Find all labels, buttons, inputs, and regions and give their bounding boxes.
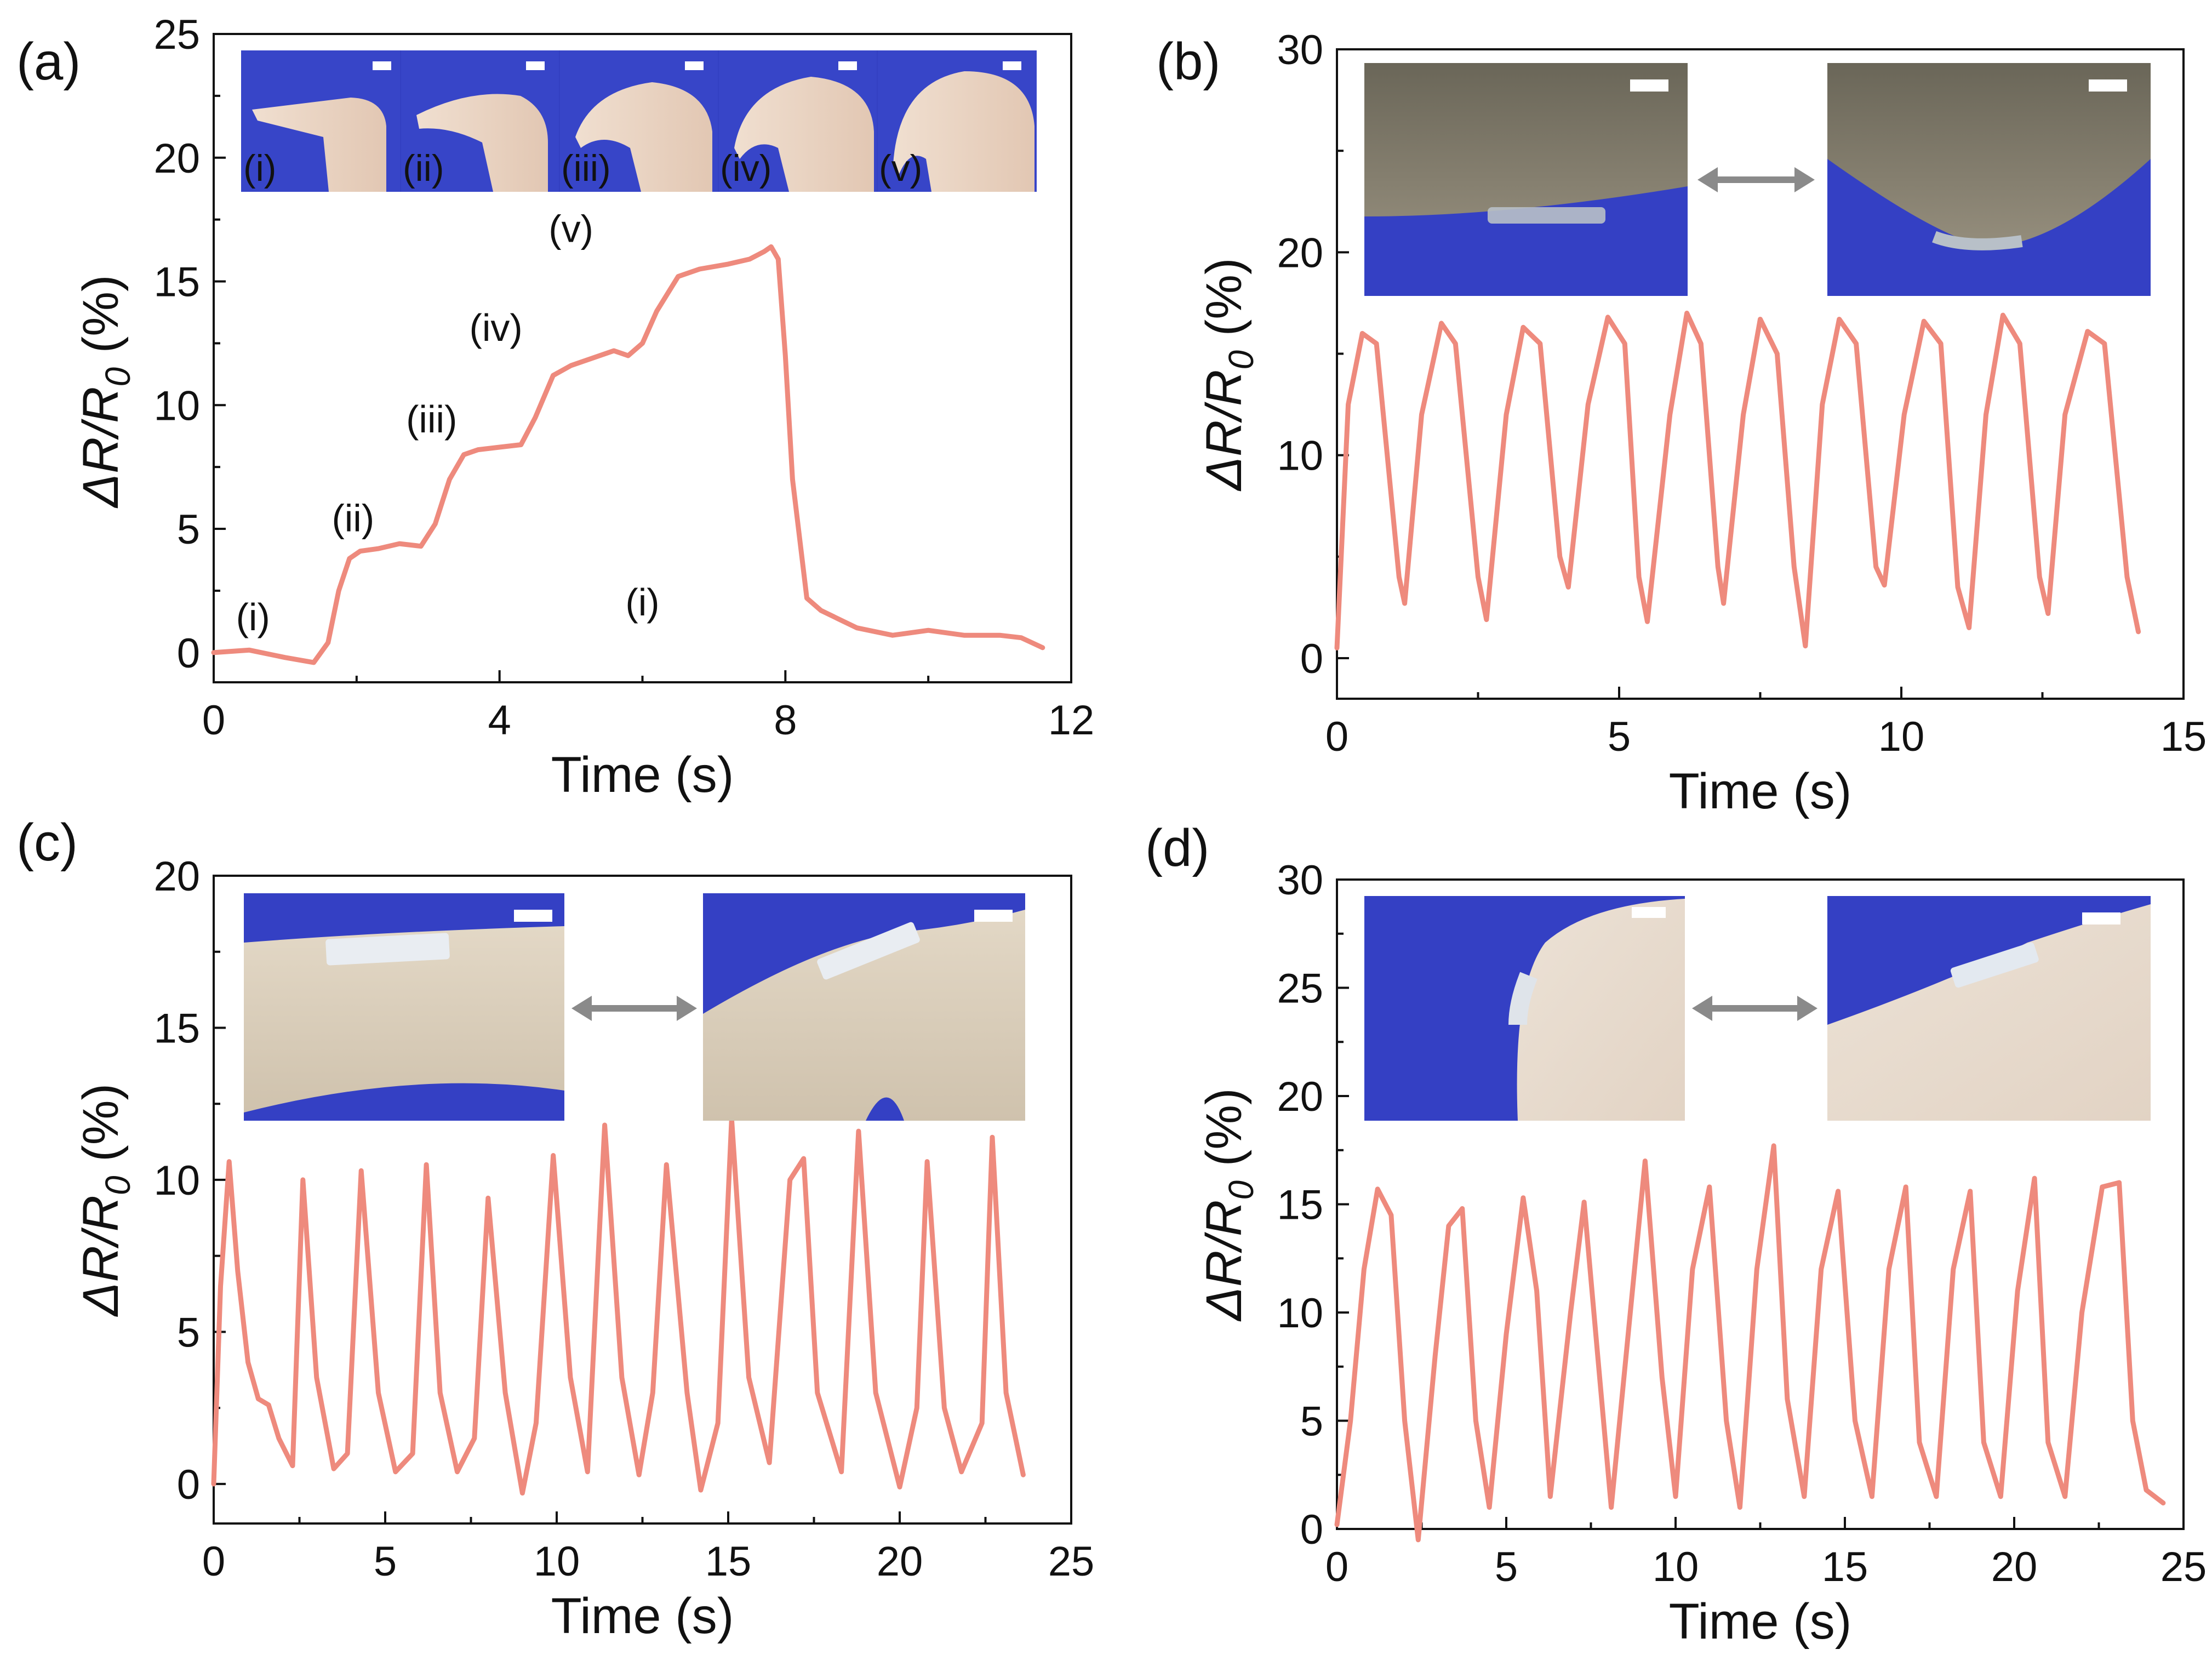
photo-label: (i): [243, 147, 276, 189]
y-tick-label: 5: [177, 1309, 200, 1356]
panel-label: (b): [1156, 32, 1220, 91]
x-axis-label: Time (s): [551, 747, 734, 803]
x-tick-label: 5: [1495, 1544, 1518, 1590]
series-line: [1334, 1143, 2166, 1543]
panel-label: (a): [16, 32, 81, 91]
annotation-label: (iv): [470, 306, 523, 349]
y-axis-label: ΔR/R0 (%): [73, 275, 138, 508]
shoulder-photo-down: [1364, 896, 1685, 1121]
elbow-photo-bent: [703, 893, 1025, 1121]
y-tick-label: 30: [1277, 27, 1323, 73]
x-tick-label: 10: [1653, 1544, 1699, 1590]
annotation-label: (v): [548, 207, 593, 250]
photo-frame: (i): [241, 50, 400, 192]
annotation-label: (ii): [331, 497, 374, 540]
panel-label: (d): [1145, 819, 1209, 877]
double-arrow-icon: [571, 996, 697, 1021]
annotation-label: (iii): [406, 398, 457, 441]
y-tick-label: 10: [1277, 1290, 1323, 1337]
x-tick-label: 5: [1608, 714, 1631, 760]
panel-label: (c): [16, 813, 78, 872]
panel-c: (c) 0 5 10 15 20 25 0 5 10 15 20 Time (s) ΔR/R0 (%): [16, 813, 1094, 1644]
x-tick-label: 25: [2160, 1544, 2207, 1590]
panel-d: (d) 0 5 10 15 20 25 0 5 10 15 20 25 30 Time (s) ΔR/R0 …: [1145, 819, 2207, 1650]
x-tick-label: 10: [534, 1538, 580, 1585]
y-axis-label: ΔR/R0 (%): [1196, 258, 1261, 491]
y-tick-label: 20: [1277, 230, 1323, 276]
y-tick-label: 5: [1300, 1399, 1323, 1445]
y-tick-label: 5: [177, 506, 200, 553]
photo-frame: (ii): [401, 50, 559, 192]
shoulder-photo-raised: [1827, 896, 2151, 1121]
x-tick-label: 15: [2160, 714, 2207, 760]
y-tick-label: 0: [177, 630, 200, 677]
y-axis-label: ΔR/R0 (%): [1196, 1088, 1261, 1321]
photo-frame: (iii): [560, 50, 718, 192]
x-tick-label: 10: [1878, 714, 1925, 760]
plot-area: 0 5 10 15 20 25 0 5 10 15 20 Time (s) ΔR/R0 (%): [73, 853, 1094, 1644]
x-tick-label: 0: [202, 1538, 225, 1585]
y-tick-label: 15: [153, 1005, 200, 1052]
x-tick-label: 20: [1991, 1544, 2038, 1590]
y-tick-label: 25: [1277, 966, 1323, 1012]
x-tick-label: 0: [1325, 714, 1348, 760]
y-tick-label: 10: [153, 383, 200, 429]
elbow-photo-straight: [244, 893, 564, 1121]
x-tick-label: 15: [705, 1538, 752, 1585]
annotation-label: (i): [625, 581, 659, 624]
y-tick-label: 0: [1300, 636, 1323, 682]
annotation-label: (i): [236, 596, 270, 638]
x-tick-label: 20: [877, 1538, 923, 1585]
y-tick-label: 15: [1277, 1182, 1323, 1229]
photo-label: (iv): [720, 147, 771, 189]
plot-area: 0 5 10 15 0 10 20 30 Time (s) ΔR/R0 (%): [1196, 27, 2207, 819]
double-arrow-icon: [1697, 167, 1815, 192]
back-photo-bent: [1827, 63, 2151, 296]
x-axis-label: Time (s): [551, 1588, 734, 1644]
panel-b: (b) 0 5 10 15 0 10 20 30 Time (s) ΔR/R0 (%): [1156, 27, 2207, 819]
y-tick-label: 20: [1277, 1074, 1323, 1120]
y-tick-label: 0: [177, 1462, 200, 1508]
x-tick-label: 12: [1048, 697, 1095, 744]
y-tick-label: 10: [1277, 433, 1323, 480]
x-tick-label: 0: [1325, 1544, 1348, 1590]
photo-label: (v): [879, 147, 922, 189]
series-line: [211, 244, 1045, 665]
x-tick-label: 8: [774, 697, 797, 744]
y-tick-label: 20: [153, 853, 200, 900]
x-tick-label: 0: [202, 697, 225, 744]
y-tick-label: 25: [153, 12, 200, 58]
x-tick-label: 4: [488, 697, 511, 744]
double-arrow-icon: [1692, 996, 1817, 1021]
x-tick-label: 5: [374, 1538, 397, 1585]
photo-label: (iii): [561, 147, 611, 189]
x-tick-label: 15: [1822, 1544, 1868, 1590]
y-tick-label: 15: [153, 259, 200, 306]
x-axis-label: Time (s): [1669, 763, 1852, 819]
photo-label: (ii): [403, 147, 444, 189]
series-line: [1334, 310, 2141, 650]
x-tick-label: 25: [1048, 1538, 1095, 1585]
back-photo-flat: [1364, 63, 1688, 296]
y-tick-label: 10: [153, 1157, 200, 1204]
y-tick-label: 30: [1277, 857, 1323, 904]
photo-frame: (iv): [719, 50, 877, 192]
series-line: [211, 1116, 1026, 1496]
y-axis-label: ΔR/R0 (%): [73, 1083, 138, 1317]
photo-frame: (v): [878, 50, 1037, 192]
x-axis-label: Time (s): [1669, 1594, 1852, 1650]
y-tick-label: 20: [153, 135, 200, 182]
y-tick-label: 0: [1300, 1506, 1323, 1553]
plot-area: 0 5 10 15 20 25 0 5 10 15 20 25 30 Time (s) ΔR/R0 (%): [1196, 857, 2207, 1650]
finger-photo-strip: (i) (ii) (iii) (iv): [241, 50, 1037, 192]
